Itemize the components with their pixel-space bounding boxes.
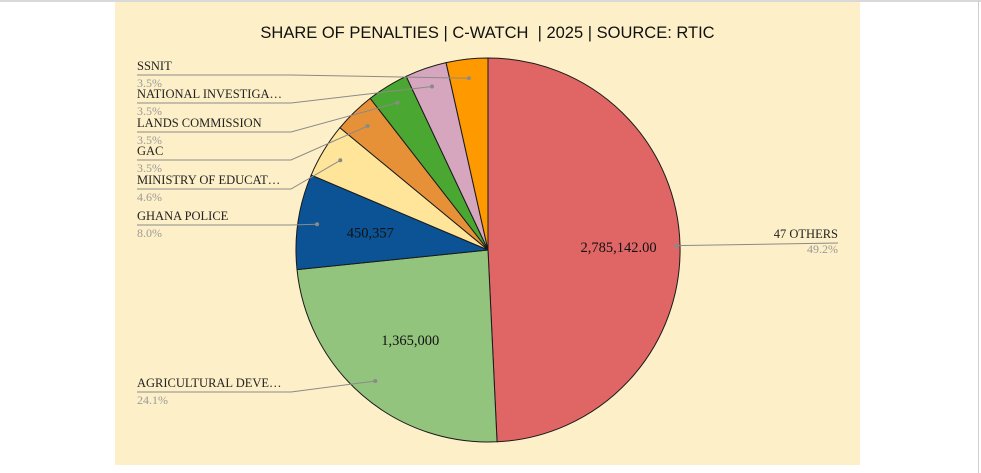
leader-line bbox=[137, 223, 318, 226]
leader-dot bbox=[365, 124, 370, 128]
leader-line bbox=[137, 125, 368, 161]
slice-percent-label: 3.5% bbox=[137, 104, 162, 118]
slice-name-label: 47 OTHERS bbox=[774, 227, 838, 241]
slice-name-label: SSNIT bbox=[137, 59, 172, 73]
slice-percent-label: 49.2% bbox=[807, 242, 838, 256]
leader-dot bbox=[373, 379, 378, 383]
slice-name-label: NATIONAL INVESTIGA… bbox=[137, 87, 282, 101]
leader-line bbox=[137, 159, 341, 190]
slice-percent-label: 4.6% bbox=[137, 190, 162, 204]
slice-name-label: AGRICULTURAL DEVE… bbox=[137, 376, 282, 390]
pie-slice bbox=[296, 249, 498, 443]
leader-line bbox=[137, 102, 398, 133]
slice-percent-label: 24.1% bbox=[137, 393, 168, 407]
slice-name-label: LANDS COMMISSION bbox=[137, 116, 262, 130]
slice-percent-label: 3.5% bbox=[137, 76, 162, 90]
leader-line bbox=[676, 242, 839, 247]
slice-percent-label: 3.5% bbox=[137, 161, 162, 175]
window-top-rule bbox=[0, 0, 981, 2]
leader-dot bbox=[674, 243, 679, 248]
leader-line bbox=[137, 74, 470, 79]
slice-name-label: MINISTRY OF EDUCAT… bbox=[137, 173, 280, 187]
pie-slice bbox=[295, 174, 489, 271]
slice-name-label: GHANA POLICE bbox=[137, 209, 229, 223]
leader-dot bbox=[430, 84, 434, 89]
chart-panel: SHARE OF PENALTIES | C-WATCH | 2025 | SO… bbox=[115, 2, 860, 465]
leader-dot bbox=[338, 158, 343, 163]
slice-name-label: GAC bbox=[137, 144, 163, 158]
pie-slices bbox=[295, 57, 681, 443]
window-right-rule bbox=[978, 0, 979, 473]
chart-title: SHARE OF PENALTIES | C-WATCH | 2025 | SO… bbox=[260, 24, 715, 42]
leader-line bbox=[137, 86, 433, 104]
slice-value-label: 2,785,142.00 bbox=[580, 240, 656, 256]
slice-percent-label: 8.0% bbox=[137, 226, 162, 240]
leader-line bbox=[137, 380, 376, 393]
leader-dot bbox=[467, 76, 471, 81]
slice-value-label: 450,357 bbox=[347, 225, 394, 241]
slice-percent-label: 3.5% bbox=[137, 133, 162, 147]
leader-dot bbox=[395, 100, 400, 105]
slice-value-label: 1,365,000 bbox=[381, 333, 439, 349]
leader-dot bbox=[315, 222, 320, 227]
pie-slice bbox=[445, 57, 489, 251]
